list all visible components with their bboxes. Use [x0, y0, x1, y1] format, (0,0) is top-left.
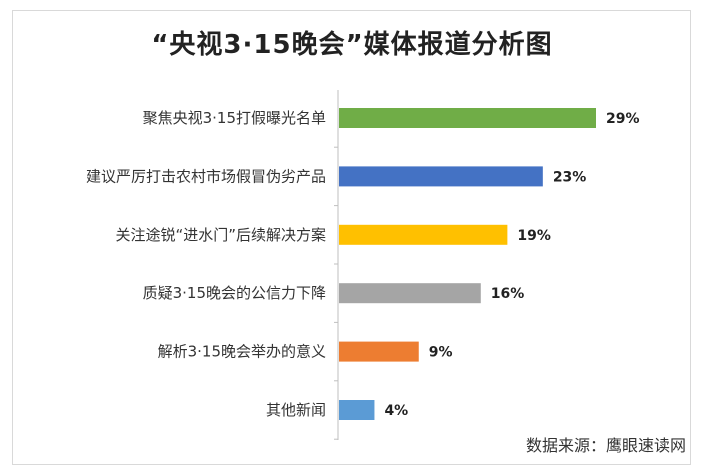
- chart-title: “央视3·15晚会”媒体报道分析图: [151, 30, 553, 60]
- value-label: 16%: [491, 286, 525, 302]
- category-label: 建议严厉打击农村市场假冒伪劣产品: [86, 167, 326, 185]
- data-source: 数据来源：鹰眼速读网: [525, 436, 686, 455]
- value-label: 29%: [606, 111, 640, 127]
- value-label: 23%: [553, 169, 587, 185]
- value-label: 19%: [517, 228, 551, 244]
- category-label: 聚焦央视3·15打假曝光名单: [143, 109, 326, 127]
- bar: [339, 224, 508, 245]
- bar: [339, 166, 543, 187]
- category-label: 解析3·15晚会举办的意义: [158, 343, 326, 361]
- bar: [339, 341, 419, 362]
- category-label: 其他新闻: [266, 401, 326, 419]
- bars-group: 聚焦央视3·15打假曝光名单 29% 建议严厉打击农村市场假冒伪劣产品 23% 关注途锐…: [86, 108, 640, 440]
- value-label: 4%: [384, 403, 408, 419]
- value-label: 9%: [429, 345, 453, 361]
- bar: [339, 108, 596, 128]
- category-label: 关注途锐“进水门”后续解决方案: [115, 226, 326, 244]
- bar: [339, 400, 375, 420]
- category-label: 质疑3·15晚会的公信力下降: [143, 284, 326, 302]
- bar: [339, 283, 481, 304]
